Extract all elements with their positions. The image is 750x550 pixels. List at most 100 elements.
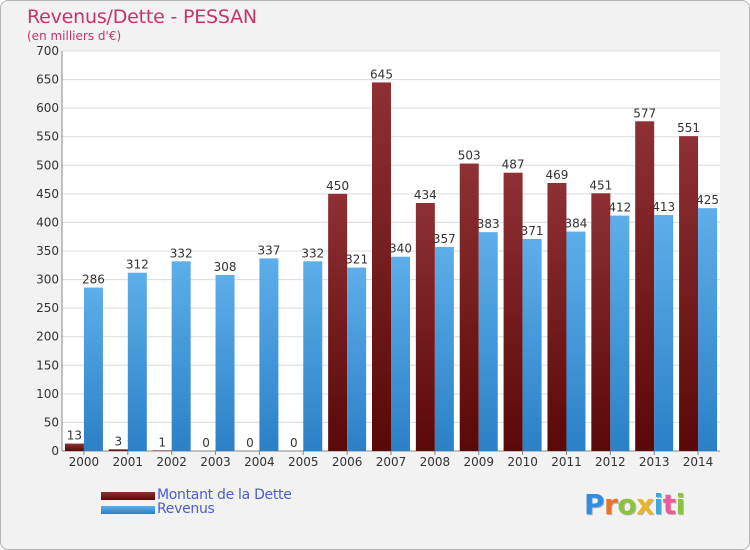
legend-swatch-revenue <box>101 506 155 514</box>
bar-revenue <box>654 215 674 451</box>
x-tick-label: 2000 <box>69 455 100 469</box>
data-label: 384 <box>565 217 588 231</box>
bar-revenue <box>83 287 103 451</box>
bar-revenue <box>610 215 630 451</box>
x-tick-label: 2009 <box>463 455 494 469</box>
bar-revenue <box>303 261 323 451</box>
y-tick-label: 650 <box>36 73 59 87</box>
y-tick-label: 250 <box>36 301 59 315</box>
bar-debt <box>328 193 348 451</box>
data-label: 425 <box>696 193 719 207</box>
bar-revenue <box>391 256 410 451</box>
bar-debt <box>503 172 523 451</box>
x-tick-label: 2011 <box>551 455 582 469</box>
data-label: 1 <box>158 435 166 449</box>
y-tick-label: 350 <box>36 244 59 258</box>
bar-revenue <box>171 261 191 451</box>
data-label: 337 <box>257 243 280 257</box>
data-label: 332 <box>170 246 193 260</box>
legend-label-debt: Montant de la Dette <box>157 487 292 503</box>
legend-label-revenue: Revenus <box>157 501 215 517</box>
data-label: 308 <box>214 260 237 274</box>
bar-debt <box>415 203 435 451</box>
data-label: 286 <box>82 273 105 287</box>
bar-debt <box>108 449 128 451</box>
y-tick-label: 400 <box>36 215 59 229</box>
data-label: 469 <box>546 168 569 182</box>
x-tick-label: 2001 <box>113 455 144 469</box>
data-label: 0 <box>202 436 210 450</box>
data-label: 412 <box>608 201 631 215</box>
bar-debt <box>591 193 611 452</box>
bar-revenue <box>215 275 235 451</box>
brand-logo: Proxiti <box>584 488 685 521</box>
data-label: 332 <box>301 246 324 260</box>
data-label: 321 <box>345 253 368 267</box>
y-tick-label: 0 <box>51 444 59 458</box>
x-tick-label: 2008 <box>420 455 451 469</box>
bar-debt <box>635 121 655 452</box>
data-label: 13 <box>67 429 82 443</box>
bar-debt <box>372 82 391 451</box>
y-tick-label: 500 <box>36 158 59 172</box>
data-label: 645 <box>370 67 393 81</box>
bar-revenue <box>522 239 542 451</box>
x-tick-label: 2012 <box>595 455 626 469</box>
data-label: 503 <box>458 149 481 163</box>
data-label: 487 <box>502 158 525 172</box>
brand-letter: r <box>604 488 618 521</box>
brand-letter: i <box>653 488 664 521</box>
x-tick-label: 2005 <box>288 455 319 469</box>
chart-subtitle: (en milliers d'€) <box>27 29 122 43</box>
y-tick-label: 50 <box>44 415 59 429</box>
data-label: 450 <box>326 179 349 193</box>
bar-revenue <box>347 267 367 451</box>
data-label: 434 <box>414 188 437 202</box>
y-tick-label: 300 <box>36 273 59 287</box>
data-label: 577 <box>633 106 656 120</box>
bar-debt <box>679 136 699 451</box>
data-label: 383 <box>477 217 500 231</box>
data-label: 357 <box>433 232 456 246</box>
bar-debt <box>152 450 172 451</box>
data-label: 312 <box>126 258 149 272</box>
data-label: 451 <box>589 178 612 192</box>
y-tick-label: 100 <box>36 387 59 401</box>
bar-revenue <box>698 208 718 451</box>
data-label: 551 <box>677 121 700 135</box>
bar-revenue <box>478 232 498 451</box>
y-tick-label: 450 <box>36 187 59 201</box>
x-tick-label: 2006 <box>332 455 363 469</box>
bar-revenue <box>566 231 586 451</box>
x-tick-label: 2002 <box>156 455 187 469</box>
y-tick-label: 700 <box>36 44 59 58</box>
bar-revenue <box>127 272 147 451</box>
legend-swatch-debt <box>101 492 155 500</box>
bar-debt <box>64 443 84 451</box>
y-tick-label: 150 <box>36 358 59 372</box>
brand-letter: o <box>617 488 637 521</box>
x-tick-label: 2014 <box>683 455 714 469</box>
brand-letter: i <box>675 488 686 521</box>
x-tick-label: 2013 <box>639 455 670 469</box>
data-label: 371 <box>521 224 544 238</box>
data-label: 0 <box>290 436 298 450</box>
x-tick-label: 2007 <box>376 455 407 469</box>
data-label: 3 <box>114 434 122 448</box>
y-tick-label: 600 <box>36 101 59 115</box>
brand-letter: t <box>662 488 676 521</box>
data-label: 340 <box>389 242 412 256</box>
x-tick-label: 2010 <box>507 455 538 469</box>
x-tick-label: 2004 <box>244 455 275 469</box>
bar-revenue <box>259 258 279 451</box>
brand-letter: P <box>584 488 605 521</box>
y-tick-label: 200 <box>36 330 59 344</box>
chart-title: Revenus/Dette - PESSAN <box>27 6 257 28</box>
brand-letter: x <box>636 488 654 521</box>
x-tick-label: 2003 <box>200 455 231 469</box>
bar-debt <box>459 163 479 452</box>
bar-revenue <box>434 247 454 451</box>
data-label: 413 <box>652 200 675 214</box>
